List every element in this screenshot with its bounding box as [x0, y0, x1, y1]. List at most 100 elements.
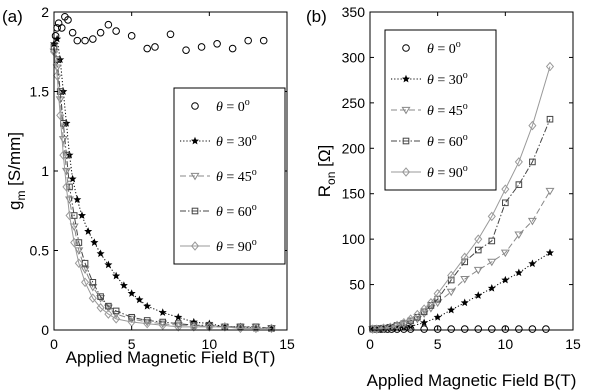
data-point — [127, 32, 136, 40]
data-point — [68, 28, 77, 37]
x-tick-label: 0 — [366, 336, 374, 352]
legend-entry-theta-45: θ = 45o — [180, 167, 257, 185]
data-point — [53, 70, 62, 81]
legend-theta-symbol: θ — [216, 100, 223, 115]
legend-marker — [190, 172, 200, 181]
data-point — [197, 43, 206, 51]
data-point — [487, 211, 496, 222]
y-label-subscript: m — [14, 191, 28, 201]
data-point — [77, 211, 86, 219]
legend-theta-symbol: θ — [427, 104, 434, 119]
legend-theta-symbol: θ — [427, 42, 434, 57]
y-label-unit: [Ω] — [315, 145, 334, 172]
data-point — [545, 187, 555, 196]
data-point — [460, 252, 469, 263]
legend-marker — [401, 167, 411, 177]
data-point — [413, 309, 422, 320]
data-point — [460, 325, 469, 333]
legend-marker — [402, 74, 410, 83]
data-point — [501, 325, 510, 333]
data-point — [81, 277, 90, 288]
y-tick-label: 0 — [41, 322, 49, 338]
data-point — [251, 323, 260, 334]
data-point — [420, 325, 428, 333]
data-point — [111, 311, 121, 319]
data-point — [267, 323, 276, 334]
data-point — [96, 28, 105, 37]
legend-theta-value: = 45 — [223, 170, 252, 185]
series-line — [53, 46, 272, 329]
data-point — [65, 210, 74, 221]
data-point — [104, 20, 113, 29]
x-tick-label: 0 — [50, 336, 58, 352]
data-point — [151, 43, 159, 51]
data-point — [96, 249, 105, 258]
legend-label: θ = 30o — [427, 70, 468, 88]
data-point — [399, 317, 408, 328]
legend-degree-mark: o — [252, 237, 257, 248]
data-point — [545, 248, 554, 257]
legend-theta-symbol: θ — [216, 135, 223, 150]
legend-theta-value: = 60 — [434, 135, 463, 150]
data-point — [527, 217, 537, 226]
legend-label: θ = 60o — [427, 132, 468, 150]
data-point — [97, 293, 104, 300]
data-point — [542, 325, 550, 333]
series-line — [372, 252, 551, 330]
data-point — [55, 96, 65, 104]
y-tick-label: 200 — [342, 140, 366, 156]
series-theta-0 — [51, 12, 268, 54]
data-point — [81, 36, 89, 45]
legend-degree-mark: o — [252, 202, 257, 213]
data-point — [57, 24, 66, 32]
legend-label: θ = 0o — [216, 97, 250, 115]
y-tick-label: 150 — [342, 186, 366, 202]
legend-label: θ = 45o — [427, 101, 468, 119]
data-point — [259, 36, 268, 45]
data-point — [460, 276, 470, 284]
data-point — [75, 239, 83, 246]
data-point — [127, 315, 137, 324]
data-point — [528, 325, 537, 333]
data-point — [386, 322, 395, 333]
data-point — [433, 325, 442, 333]
data-point — [500, 249, 510, 258]
legend-entry-theta-90: θ = 90o — [391, 163, 468, 181]
data-point — [460, 298, 469, 307]
data-point — [105, 302, 112, 310]
legend-entry-theta-30: θ = 30o — [391, 70, 468, 88]
data-point — [103, 304, 113, 313]
data-point — [104, 309, 113, 319]
data-point — [420, 318, 429, 327]
data-point — [545, 61, 555, 72]
legend-theta-symbol: θ — [216, 170, 223, 185]
data-point — [406, 314, 415, 324]
data-point — [515, 325, 523, 333]
series-line — [53, 37, 272, 329]
y-label-main: g — [5, 201, 24, 210]
y-tick-label: 250 — [342, 95, 366, 111]
x-tick-label: 5 — [434, 336, 442, 352]
legend-label: θ = 90o — [216, 237, 257, 255]
data-point — [426, 297, 435, 308]
data-point — [174, 322, 183, 332]
legend-marker — [190, 241, 200, 251]
x-axis-label: Applied Magnetic Field B(T) — [367, 371, 577, 390]
legend-entry-theta-90: θ = 90o — [180, 237, 257, 255]
data-point — [96, 302, 105, 313]
data-point — [433, 313, 442, 321]
data-point — [529, 158, 536, 166]
legend-theta-value: = 90 — [434, 166, 463, 181]
x-tick-label: 10 — [202, 336, 218, 352]
data-point — [433, 288, 442, 299]
legend-marker — [191, 102, 199, 110]
legend-entry-theta-60: θ = 60o — [391, 132, 468, 150]
y-tick-label: 0.5 — [30, 243, 50, 259]
series-line — [372, 66, 551, 330]
y-tick-label: 300 — [342, 49, 366, 65]
legend-marker — [402, 137, 410, 145]
